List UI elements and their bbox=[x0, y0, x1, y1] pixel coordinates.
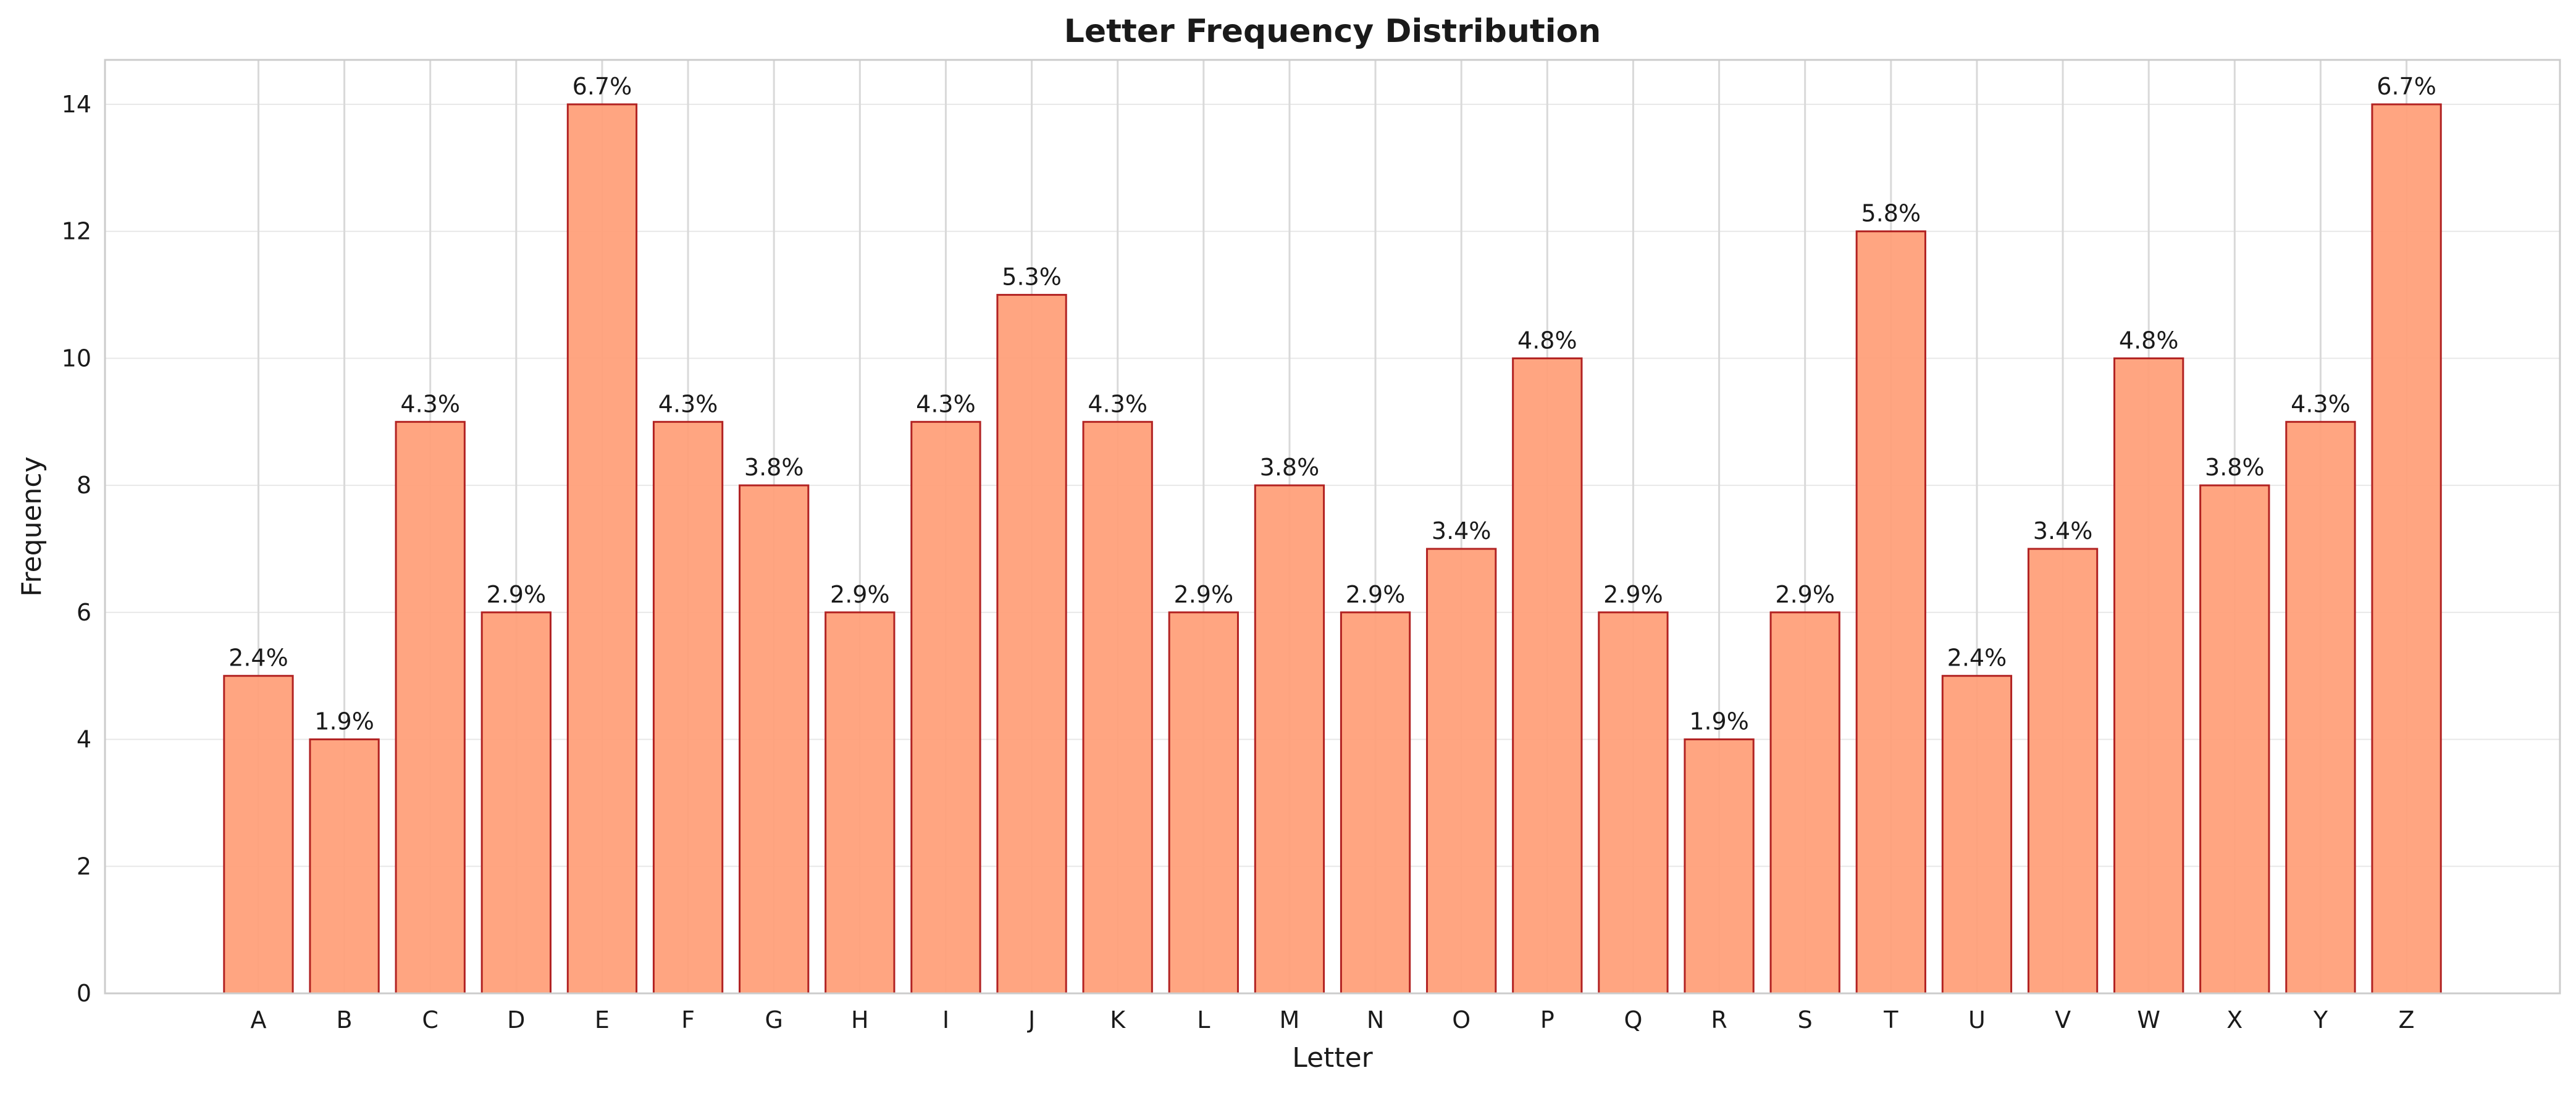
bar-value-label: 1.9% bbox=[1689, 708, 1749, 735]
bar-layer bbox=[223, 103, 2442, 995]
x-tick-label: J bbox=[1027, 1006, 1035, 1033]
bar-value-label: 2.9% bbox=[487, 581, 547, 608]
bar-value-label: 5.3% bbox=[1002, 264, 1062, 291]
bar-W bbox=[2113, 357, 2184, 995]
bar-J bbox=[996, 294, 1067, 995]
y-tick-label: 12 bbox=[62, 218, 91, 245]
x-tick-label: V bbox=[2055, 1006, 2071, 1033]
y-tick-label: 0 bbox=[77, 980, 91, 1007]
x-axis-ticks: A B C D E F G H I J K L M N O P Q R S T U V W X Y Z bbox=[250, 1006, 2414, 1033]
x-tick-label: I bbox=[942, 1006, 949, 1033]
x-tick-label: G bbox=[765, 1006, 782, 1033]
bar-F bbox=[652, 420, 724, 995]
y-axis-ticks: 0 2 4 6 8 10 12 14 bbox=[62, 91, 91, 1007]
bar-value-label: 2.9% bbox=[830, 581, 890, 608]
bar-value-label: 1.9% bbox=[314, 708, 374, 735]
bar-value-label: 2.9% bbox=[1174, 581, 1234, 608]
bar-O bbox=[1426, 548, 1497, 995]
bar-D bbox=[480, 611, 552, 995]
grid-layer bbox=[105, 60, 2560, 994]
y-tick-label: 6 bbox=[77, 599, 91, 626]
bar-value-label: 4.3% bbox=[2291, 390, 2351, 417]
bar-Y bbox=[2285, 420, 2356, 995]
x-tick-label: F bbox=[681, 1006, 695, 1033]
bar-value-label: 6.7% bbox=[2377, 73, 2436, 100]
bar-T bbox=[1855, 230, 1926, 995]
y-tick-label: 2 bbox=[77, 853, 91, 880]
x-tick-label: Y bbox=[2313, 1006, 2328, 1033]
x-tick-label: T bbox=[1883, 1006, 1898, 1033]
x-axis-label: Letter bbox=[1292, 1042, 1373, 1074]
bar-value-label: 6.7% bbox=[573, 73, 632, 100]
bar-M bbox=[1254, 484, 1325, 995]
x-tick-label: Z bbox=[2399, 1006, 2415, 1033]
bar-Q bbox=[1598, 611, 1669, 995]
bar-R bbox=[1684, 738, 1755, 995]
bar-value-label: 3.8% bbox=[744, 454, 804, 481]
x-tick-label: N bbox=[1367, 1006, 1384, 1033]
bar-value-label: 3.8% bbox=[2205, 454, 2265, 481]
bar-value-label: 2.9% bbox=[1603, 581, 1663, 608]
x-tick-label: H bbox=[851, 1006, 869, 1033]
bar-N bbox=[1340, 611, 1411, 995]
bar-U bbox=[1941, 675, 2013, 995]
bar-value-label: 2.9% bbox=[1346, 581, 1406, 608]
bar-value-label: 5.8% bbox=[1861, 200, 1921, 227]
y-tick-label: 10 bbox=[62, 344, 91, 372]
y-tick-label: 14 bbox=[62, 91, 91, 118]
y-tick-label: 8 bbox=[77, 472, 91, 499]
bar-value-label: 4.3% bbox=[658, 390, 718, 417]
x-tick-label: S bbox=[1798, 1006, 1813, 1033]
bar-C bbox=[395, 420, 466, 995]
bar-P bbox=[1512, 357, 1583, 995]
bar-value-label: 2.4% bbox=[229, 645, 288, 672]
bar-value-label: 4.3% bbox=[916, 390, 976, 417]
bar-S bbox=[1769, 611, 1840, 995]
bar-value-label: 4.3% bbox=[400, 390, 460, 417]
x-tick-label: K bbox=[1110, 1006, 1126, 1033]
y-tick-label: 4 bbox=[77, 726, 91, 753]
x-tick-label: L bbox=[1197, 1006, 1210, 1033]
bar-value-label: 4.8% bbox=[2119, 327, 2179, 354]
bar-E bbox=[566, 103, 638, 995]
chart-title: Letter Frequency Distribution bbox=[1064, 13, 1601, 50]
bar-G bbox=[739, 484, 810, 995]
x-tick-label: P bbox=[1540, 1006, 1554, 1033]
y-axis-label: Frequency bbox=[16, 456, 48, 596]
x-tick-label: M bbox=[1280, 1006, 1300, 1033]
bar-K bbox=[1082, 420, 1153, 995]
bar-value-label: 2.4% bbox=[1947, 645, 2007, 672]
bar-value-label: 3.4% bbox=[1432, 517, 1491, 545]
x-tick-label: C bbox=[422, 1006, 438, 1033]
bar-Z bbox=[2371, 103, 2442, 995]
bar-value-label: 3.8% bbox=[1260, 454, 1320, 481]
x-tick-label: Q bbox=[1624, 1006, 1642, 1033]
x-tick-label: B bbox=[337, 1006, 353, 1033]
bar-value-label: 3.4% bbox=[2033, 517, 2093, 545]
bar-L bbox=[1168, 611, 1239, 995]
bar-A bbox=[223, 675, 294, 995]
bar-X bbox=[2199, 484, 2270, 995]
bar-value-label: 4.8% bbox=[1517, 327, 1577, 354]
x-tick-label: E bbox=[595, 1006, 610, 1033]
bar-B bbox=[309, 738, 380, 995]
x-tick-label: A bbox=[250, 1006, 266, 1033]
bar-I bbox=[910, 420, 981, 995]
x-tick-label: U bbox=[1968, 1006, 1986, 1033]
x-tick-label: X bbox=[2226, 1006, 2242, 1033]
x-tick-label: W bbox=[2137, 1006, 2160, 1033]
bar-V bbox=[2027, 548, 2099, 995]
x-tick-label: O bbox=[1452, 1006, 1471, 1033]
bar-value-labels: 2.4% 1.9% 4.3% 2.9% 6.7% 4.3% 3.8% 2.9% 4.3% 5.3%… bbox=[229, 73, 2436, 735]
bar-value-label: 4.3% bbox=[1088, 390, 1147, 417]
bar-H bbox=[824, 611, 896, 995]
bar-value-label: 2.9% bbox=[1775, 581, 1835, 608]
plot-frame bbox=[104, 59, 2561, 995]
x-tick-label: R bbox=[1711, 1006, 1727, 1033]
x-tick-label: D bbox=[507, 1006, 525, 1033]
